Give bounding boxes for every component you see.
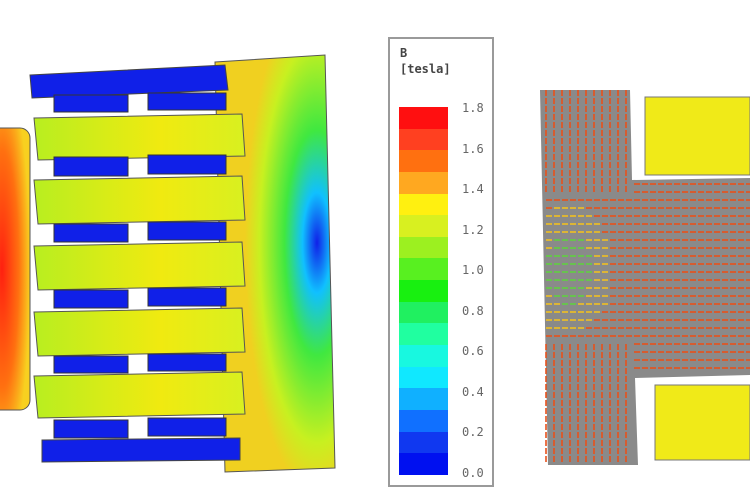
stator-tooth [33,113,246,161]
color-band [399,431,448,454]
stator-teeth [33,113,246,419]
slot [147,92,227,111]
color-band [399,323,448,346]
legend-unit: [tesla] [400,62,451,76]
stator-tooth [33,307,246,357]
slot [53,156,129,177]
color-band [399,301,448,324]
stator-slots [53,92,227,439]
legend-tick-label: 1.6 [462,141,484,156]
legend-tick-label: 1.4 [462,182,484,196]
legend-title: B [tesla] [400,46,451,76]
color-band [399,366,448,389]
color-legend: B [tesla] 1.8 1.6 1.4 1.2 1.0 0.8 0.6 0.4 0.2 0.0 [388,37,494,487]
color-band [399,453,448,475]
stator-tooth [33,175,246,225]
legend-tick-label: 0.4 [462,384,484,399]
color-band [399,107,448,129]
coil-top [644,96,750,176]
slot [147,221,227,241]
legend-tick-label: 0.2 [462,425,484,439]
stator-tooth [33,241,246,291]
slot [53,94,129,113]
color-band [399,388,448,410]
flux-vector-plot-right [540,90,750,465]
color-band [399,171,448,194]
slot [53,355,129,374]
slot [53,419,129,439]
slot [147,287,227,307]
color-band [399,193,448,216]
core-region [540,90,750,465]
legend-tick-label: 1.2 [462,222,484,237]
color-band [399,258,448,281]
legend-tick-label: 1.0 [462,263,484,277]
slot [53,223,129,243]
color-band [399,150,448,172]
bottom-slot-bar [41,437,241,463]
legend-tick-label: 0.0 [462,465,484,480]
legend-tick-label: 0.8 [462,303,484,318]
slot [53,289,129,309]
slot [147,353,227,372]
color-band [399,236,448,259]
color-band [399,280,448,302]
slot [147,154,227,175]
stator-tooth [33,371,246,419]
color-band [399,409,448,432]
slot [147,417,227,437]
coil-bottom [654,384,750,461]
color-band [399,215,448,237]
legend-tick-label: 1.8 [462,101,484,115]
top-slot-bar [29,64,229,99]
color-band [399,128,448,151]
color-scale-bar [399,107,448,475]
legend-tick-label: 0.6 [462,344,484,358]
color-band [399,345,448,367]
rotor-section [0,127,31,411]
